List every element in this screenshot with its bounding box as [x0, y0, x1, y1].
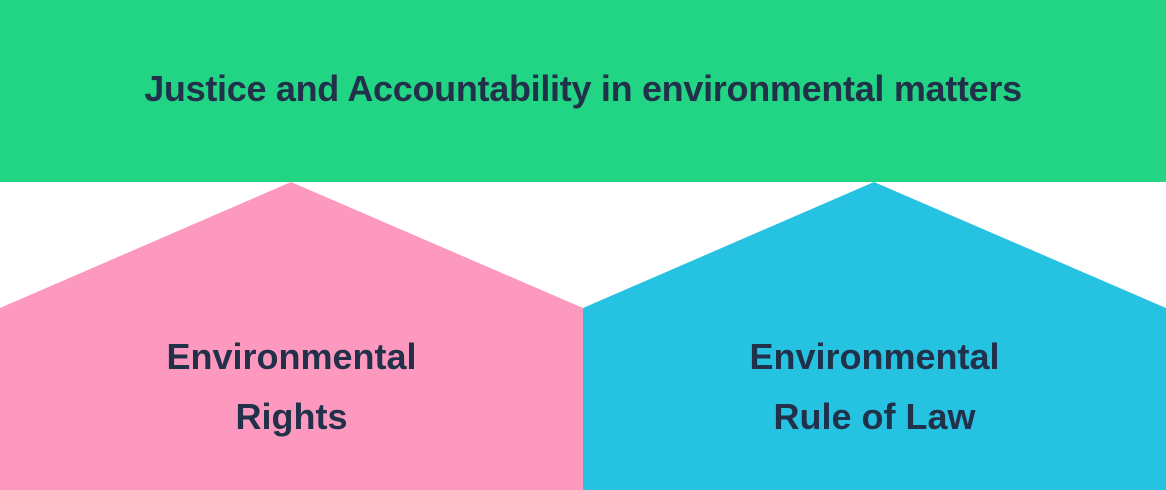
pillar-environmental-rights-shape	[0, 182, 583, 490]
banner-title: Justice and Accountability in environmen…	[144, 68, 1022, 109]
pillar-label-line2: Rights	[235, 396, 348, 437]
pillar-label-line1: Environmental	[749, 336, 1000, 377]
pillar-environmental-rights-label: Environmental Rights	[0, 327, 583, 447]
pillar-label-line1: Environmental	[166, 336, 417, 377]
pillar-environmental-rule-of-law-label: Environmental Rule of Law	[583, 327, 1166, 447]
banner: Justice and Accountability in environmen…	[0, 0, 1166, 182]
pillar-environmental-rule-of-law-shape	[583, 182, 1166, 490]
pillar-label-line2: Rule of Law	[773, 396, 976, 437]
